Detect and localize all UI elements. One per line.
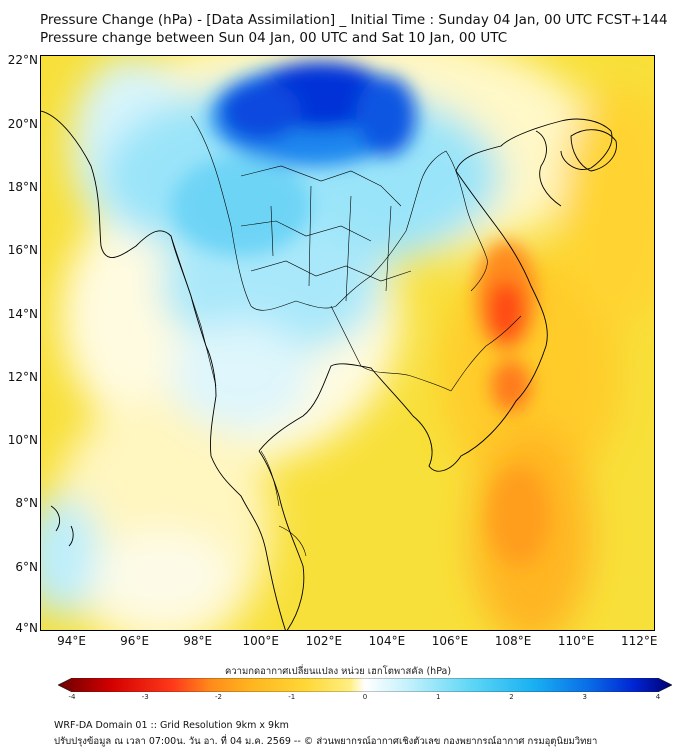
map-title: Pressure Change (hPa) - [Data Assimilati… [40,12,668,28]
border-northeast-provinces [250,260,412,282]
latitude-label: 16°N [7,243,38,258]
colorbar-tick-label: 1 [436,693,441,701]
latitude-label: 22°N [7,53,38,68]
coastline-gulf-tonkin [535,130,562,207]
latitude-label: 4°N [15,621,38,635]
longitude-label: 102°E [305,634,343,648]
latitude-label: 6°N [15,559,38,574]
island-nicobar [68,525,74,547]
coastline-hainan-gulf [560,118,613,170]
colorbar-tick-label: 3 [582,693,587,701]
longitude-label: 104°E [368,634,406,648]
latitude-label: 8°N [15,496,38,511]
pressure-change-map [40,55,655,631]
longitude-label: 108°E [494,634,532,648]
colorbar-tick-label: -1 [288,693,296,701]
longitude-label: 96°E [120,634,150,648]
coastline-indochina [258,120,562,472]
admin-borders [170,115,522,557]
colorbar-tick-label: 0 [362,693,368,701]
border-malaysia [278,525,307,557]
longitude-label: 94°E [57,634,86,648]
border-cambodia [330,305,452,392]
colorbar-tick-label: -2 [215,693,222,701]
coastline-west [41,110,286,630]
colorbar-tick-label: 4 [655,693,661,701]
colorbar-gradient [58,678,672,692]
latitude-label: 14°N [7,306,38,321]
colorbar-tick-label: -4 [68,693,76,701]
pressure-field-cores [171,62,549,566]
longitude-label: 100°E [242,634,280,648]
latitude-label: 12°N [7,369,38,384]
latitude-label: 10°N [7,433,38,448]
island-andaman [50,505,61,532]
colorbar-tick-label: -3 [141,693,149,701]
border-north-provinces [240,165,402,207]
border-province-lines [270,185,392,302]
pressure-field [41,56,654,630]
colorbar-tick-label: 2 [509,693,514,701]
longitude-label: 110°E [557,634,595,648]
map-subtitle: Pressure change between Sun 04 Jan, 00 U… [40,30,508,46]
border-cambodia-vietnam [450,315,522,392]
border-thailand-laos [190,115,488,311]
hainan-island [570,129,617,172]
coastlines [41,110,617,630]
footer-model-info: WRF-DA Domain 01 :: Grid Resolution 9km … [54,720,289,731]
latitude-label: 18°N [7,179,38,194]
colorbar [58,678,672,692]
border-south-provinces [260,450,280,507]
longitude-label: 112°E [620,634,658,648]
border-central-provinces [240,220,372,242]
map-canvas [41,56,654,630]
coastline-peninsula [258,450,305,630]
latitude-label: 20°N [7,116,38,131]
border-myanmar [170,235,217,387]
colorbar-title: ความกดอากาศเปลี่ยนแปลง หน่วย เฮกโตพาสคัล… [224,666,452,677]
longitude-label: 98°E [183,634,213,648]
longitude-label: 106°E [431,634,469,648]
footer-credit: ปรับปรุงข้อมูล ณ เวลา 07:00น. วัน อา. ที… [54,736,598,747]
